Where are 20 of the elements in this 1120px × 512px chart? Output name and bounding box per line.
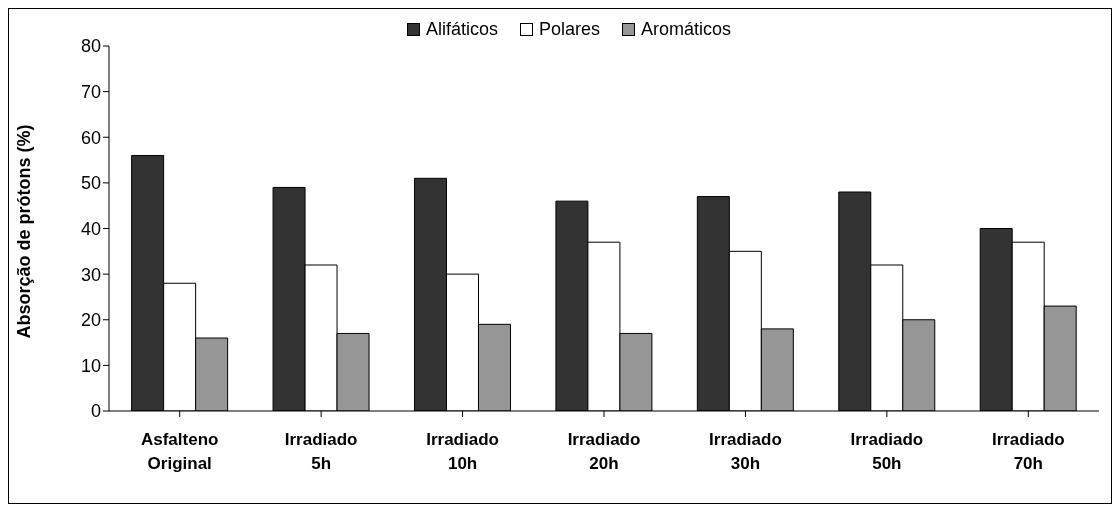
x-tick-label: Irradiado 5h bbox=[284, 430, 358, 473]
x-tick-label: Irradiado 50h bbox=[850, 430, 924, 473]
y-tick-label: 0 bbox=[90, 401, 101, 422]
y-tick-label: 10 bbox=[80, 355, 101, 376]
y-tick-label: 30 bbox=[80, 264, 101, 285]
x-tick-label: Irradiado 70h bbox=[991, 430, 1065, 473]
legend-label: Aromáticos bbox=[641, 19, 732, 40]
y-tick-label: 60 bbox=[80, 127, 101, 148]
y-tick-label: 50 bbox=[80, 173, 101, 194]
legend-label: Alifáticos bbox=[425, 19, 498, 40]
y-tick-label: 70 bbox=[80, 82, 101, 103]
x-tick-label: Irradiado 10h bbox=[426, 430, 499, 473]
legend-label: Polares bbox=[538, 19, 601, 40]
x-tick-label: Irradiado 30h bbox=[709, 430, 782, 473]
y-tick-label: 40 bbox=[80, 218, 101, 239]
y-tick-label: 20 bbox=[80, 310, 101, 331]
x-tick-label: Asfalteno Original bbox=[140, 430, 219, 473]
y-tick-label: 80 bbox=[80, 36, 101, 57]
y-axis-title: Absorção de prótons (%) bbox=[14, 124, 35, 339]
x-tick-label: Irradiado 20h bbox=[567, 430, 641, 473]
